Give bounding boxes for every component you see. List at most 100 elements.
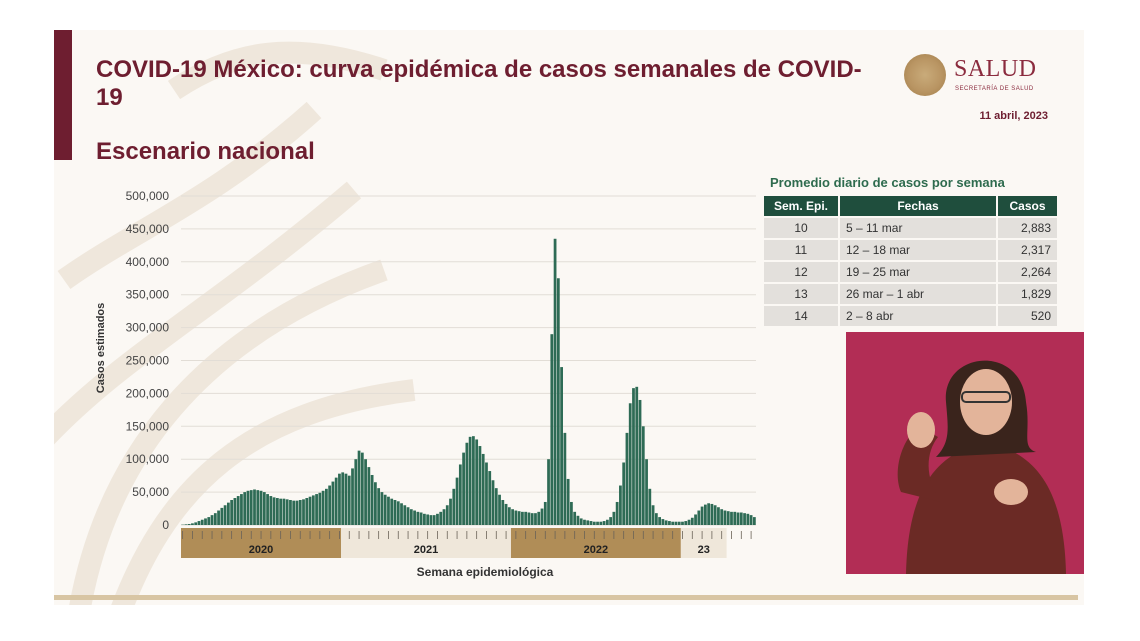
bar (292, 500, 296, 525)
y-tick-label: 300,000 (126, 321, 170, 335)
y-tick-label: 0 (162, 518, 169, 532)
bar (501, 499, 505, 525)
bar (583, 519, 586, 525)
cell-week: 12 (764, 262, 838, 282)
bar (498, 494, 501, 525)
year-label: 2022 (584, 544, 608, 556)
cell-cases: 2,264 (998, 262, 1057, 282)
bar (367, 467, 371, 525)
bar (403, 505, 407, 525)
bar (687, 519, 691, 525)
bar (207, 517, 211, 525)
bar (566, 478, 570, 525)
bar (445, 505, 449, 525)
bar (632, 388, 635, 525)
bar (409, 509, 413, 525)
bar (540, 508, 544, 525)
bar (223, 505, 227, 525)
bar (295, 500, 299, 525)
cell-dates: 19 – 25 mar (840, 262, 996, 282)
bar (524, 511, 528, 525)
bar (468, 436, 472, 525)
cell-dates: 5 – 11 mar (840, 218, 996, 238)
bar (641, 426, 645, 525)
bar (413, 510, 416, 525)
bar (668, 521, 671, 525)
week-tick-marks (182, 531, 752, 539)
bar (262, 492, 266, 525)
bar (341, 472, 345, 525)
bar (690, 517, 694, 525)
bar (625, 432, 629, 525)
bar (739, 512, 743, 525)
bar (370, 474, 374, 525)
bar (269, 496, 273, 525)
y-tick-label: 400,000 (126, 255, 170, 269)
bar (527, 512, 531, 525)
bar (746, 513, 750, 525)
interpreter-figure-icon (897, 360, 1066, 574)
bar (599, 521, 603, 525)
bar (259, 490, 263, 525)
bar (550, 334, 554, 525)
bar (325, 488, 328, 525)
bar (560, 367, 563, 525)
bar (458, 464, 462, 525)
bar (504, 503, 508, 525)
bar (253, 489, 256, 525)
bar (547, 459, 550, 525)
slide: COVID-19 México: curva epidémica de caso… (54, 30, 1084, 605)
bar (726, 511, 730, 525)
bar (507, 507, 511, 525)
bar (573, 511, 577, 525)
table-row: 11 12 – 18 mar 2,317 (764, 240, 1057, 260)
bottom-rule (54, 595, 1078, 600)
y-tick-label: 200,000 (126, 386, 170, 400)
bar (752, 517, 756, 525)
bar (308, 496, 312, 525)
bar (481, 453, 485, 525)
year-band (341, 528, 511, 558)
bar (543, 501, 547, 525)
year-label: 2021 (414, 544, 438, 556)
bar (586, 520, 590, 525)
bar (462, 452, 465, 525)
bar (609, 517, 612, 525)
bar (217, 510, 220, 525)
bar (556, 278, 560, 525)
bar (452, 488, 456, 525)
bar (364, 459, 367, 525)
bar (455, 477, 459, 525)
bar (628, 403, 632, 525)
bar (289, 499, 292, 525)
bar (233, 498, 237, 525)
bar (393, 499, 397, 525)
y-tick-label: 150,000 (126, 419, 170, 433)
bar (338, 473, 341, 525)
table-header-row: Sem. Epi. Fechas Casos (764, 196, 1057, 216)
bar (570, 501, 573, 525)
bar (534, 513, 537, 525)
bar (530, 513, 534, 525)
bar (279, 498, 283, 525)
bar (485, 462, 488, 525)
bar (671, 521, 675, 525)
bar (488, 471, 492, 525)
year-label: 23 (698, 544, 710, 556)
bar (204, 518, 207, 525)
bar (537, 511, 541, 525)
cell-cases: 520 (998, 306, 1057, 326)
bar (351, 468, 354, 525)
bar (521, 511, 524, 525)
bar (730, 511, 733, 525)
cell-cases: 2,317 (998, 240, 1057, 260)
chart-bars (181, 238, 756, 525)
sign-language-interpreter-video (846, 332, 1084, 574)
bar (612, 511, 616, 525)
bar (619, 485, 622, 525)
year-bands: 2020 2021 2022 23 (181, 528, 727, 558)
bar (514, 510, 518, 525)
epidemic-curve-chart: 0 50,000 100,000 150,000 200,000 250,000 300,0… (95, 189, 756, 579)
col-header-dates: Fechas (840, 196, 996, 216)
coat-of-arms-icon (904, 54, 946, 96)
